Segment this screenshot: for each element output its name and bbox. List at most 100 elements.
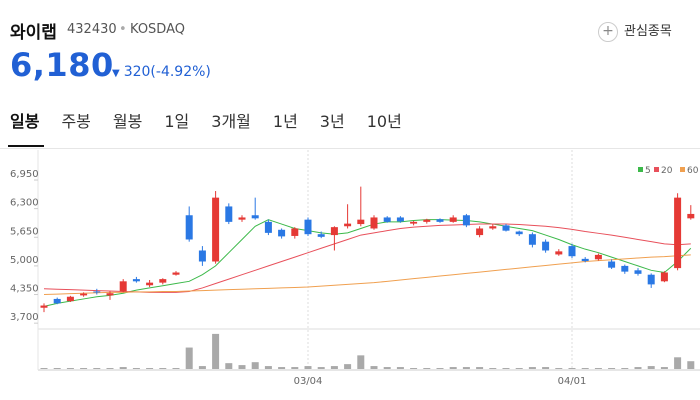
period-tab[interactable]: 1일 xyxy=(164,112,190,131)
candle-body xyxy=(278,229,286,237)
volume-bar xyxy=(621,368,629,369)
y-tick-label: 5,000 xyxy=(10,255,39,266)
period-tab[interactable]: 일봉 xyxy=(10,112,40,131)
candle-body xyxy=(502,225,510,231)
volume-bar xyxy=(674,357,682,369)
volume-bar xyxy=(410,368,418,369)
volume-bar xyxy=(634,367,642,369)
candle-body xyxy=(330,227,338,236)
candle-body xyxy=(357,219,365,225)
volume-bar xyxy=(93,368,101,369)
candle-body xyxy=(660,272,668,282)
candle-body xyxy=(317,234,325,237)
period-tab[interactable]: 10년 xyxy=(366,112,402,131)
candle-body xyxy=(291,228,299,236)
watch-label: 관심종목 xyxy=(624,24,672,39)
candle-body xyxy=(542,241,550,251)
volume-bar xyxy=(357,355,365,369)
volume-bar xyxy=(106,368,114,369)
volume-bar xyxy=(264,366,272,369)
price-change: ▼ 320(-4.92%) xyxy=(112,64,211,80)
period-tab[interactable]: 3개월 xyxy=(211,112,251,131)
candle-body xyxy=(172,272,180,275)
volume-bar xyxy=(53,368,61,369)
volume-bar xyxy=(172,368,180,369)
legend-label: 60 xyxy=(687,166,699,176)
candle-body xyxy=(423,219,431,222)
candle-body xyxy=(396,217,404,222)
volume-bar xyxy=(40,368,48,369)
volume-bar xyxy=(119,367,127,369)
separator-dot: • xyxy=(119,22,127,37)
candle-body xyxy=(370,217,378,229)
volume-bar xyxy=(608,368,616,369)
period-tab[interactable]: 월봉 xyxy=(112,112,143,131)
volume-bar xyxy=(555,368,563,369)
period-tab[interactable]: 주봉 xyxy=(61,112,91,131)
volume-bar xyxy=(159,368,167,369)
volume-bar xyxy=(251,362,259,369)
candle-body xyxy=(594,254,602,260)
candle-body xyxy=(132,279,140,282)
period-tab[interactable]: 1년 xyxy=(272,112,298,131)
moving-average-line xyxy=(43,219,692,307)
candle-body xyxy=(436,219,444,222)
volume-bar xyxy=(660,367,668,369)
market: KOSDAQ xyxy=(130,22,185,37)
candle-body xyxy=(515,231,523,235)
candle-body xyxy=(634,270,642,274)
volume-bar xyxy=(568,368,576,369)
candle-body xyxy=(106,293,114,296)
volume-bar xyxy=(80,368,88,369)
candle-body xyxy=(264,221,272,233)
watch-button[interactable]: + 관심종목 xyxy=(598,20,672,42)
candle-body xyxy=(185,215,193,240)
volume-bar xyxy=(304,366,312,369)
volume-bar xyxy=(344,364,352,369)
candle-body xyxy=(528,234,536,245)
volume-bar xyxy=(528,367,536,369)
volume-bar xyxy=(489,368,497,369)
volume-bar xyxy=(238,365,246,369)
candle-body xyxy=(66,296,74,302)
stock-code: 432430 xyxy=(67,22,117,37)
y-tick-label: 4,350 xyxy=(10,284,39,295)
candle-body xyxy=(304,219,312,235)
volume-bar xyxy=(542,367,550,369)
volume-bar xyxy=(278,367,286,369)
candle-body xyxy=(238,217,246,220)
volume-bar xyxy=(146,368,154,369)
volume-bar xyxy=(370,366,378,369)
candle-body xyxy=(93,291,101,293)
volume-bar xyxy=(225,363,233,369)
y-tick-label: 6,950 xyxy=(10,169,39,180)
candle-body xyxy=(53,298,61,304)
volume-bar xyxy=(436,368,444,369)
volume-bar xyxy=(132,368,140,369)
candle-body xyxy=(410,221,418,224)
down-icon: ▼ xyxy=(112,68,120,79)
candle-body xyxy=(146,282,154,286)
candle-body xyxy=(344,223,352,227)
volume-bar xyxy=(581,368,589,369)
candle-body xyxy=(383,217,391,222)
volume-bar xyxy=(502,368,510,369)
stock-name: 와이랩 xyxy=(10,23,57,43)
price: 6,180 xyxy=(10,46,114,84)
candle-body xyxy=(119,281,127,292)
moving-average-line xyxy=(43,223,691,293)
volume-bar xyxy=(594,368,602,369)
period-tab[interactable]: 3년 xyxy=(319,112,345,131)
change-text: 320(-4.92%) xyxy=(123,64,211,80)
legend-swatch xyxy=(680,167,685,172)
candle-body xyxy=(225,206,233,222)
candle-body xyxy=(568,246,576,257)
candle-body xyxy=(476,228,484,236)
volume-bar xyxy=(66,368,74,369)
volume-bar xyxy=(317,367,325,369)
period-tabs: 일봉 주봉 월봉 1일 3개월 1년 3년 10년 xyxy=(10,108,424,132)
volume-bar xyxy=(185,347,193,369)
volume-bar xyxy=(476,367,484,369)
plus-icon: + xyxy=(598,22,618,42)
